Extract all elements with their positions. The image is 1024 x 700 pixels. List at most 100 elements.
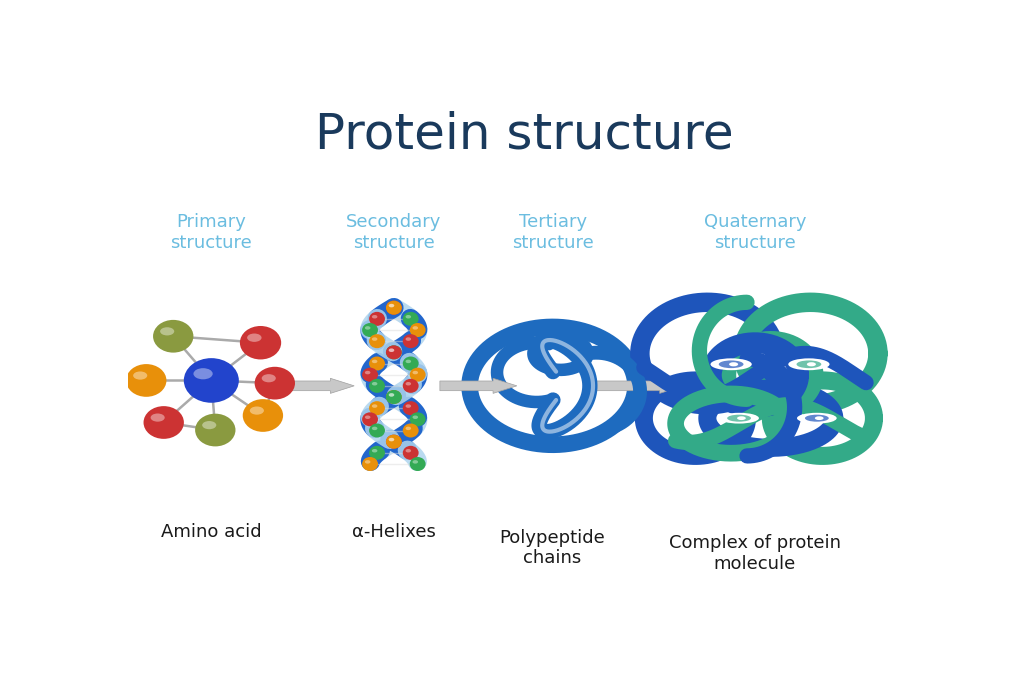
Ellipse shape bbox=[389, 393, 394, 397]
Ellipse shape bbox=[402, 446, 419, 460]
Ellipse shape bbox=[413, 460, 418, 463]
Ellipse shape bbox=[406, 382, 411, 386]
Ellipse shape bbox=[362, 368, 378, 382]
Ellipse shape bbox=[406, 426, 411, 430]
Ellipse shape bbox=[389, 438, 394, 441]
Ellipse shape bbox=[719, 413, 759, 424]
Ellipse shape bbox=[202, 421, 216, 429]
Ellipse shape bbox=[805, 414, 828, 421]
Ellipse shape bbox=[386, 390, 401, 404]
Ellipse shape bbox=[402, 312, 419, 326]
Ellipse shape bbox=[243, 399, 283, 432]
Ellipse shape bbox=[797, 413, 837, 424]
Ellipse shape bbox=[406, 405, 411, 408]
Ellipse shape bbox=[807, 362, 816, 366]
Text: Tertiary
structure: Tertiary structure bbox=[512, 214, 594, 252]
Ellipse shape bbox=[386, 345, 401, 359]
Ellipse shape bbox=[126, 364, 167, 397]
Ellipse shape bbox=[369, 401, 385, 415]
Text: Complex of protein
molecule: Complex of protein molecule bbox=[669, 534, 841, 573]
Text: Protein structure: Protein structure bbox=[315, 111, 734, 159]
Ellipse shape bbox=[402, 356, 419, 370]
Ellipse shape bbox=[369, 446, 385, 460]
Ellipse shape bbox=[406, 360, 411, 363]
Polygon shape bbox=[264, 378, 354, 393]
Ellipse shape bbox=[413, 326, 418, 330]
Ellipse shape bbox=[729, 362, 738, 366]
Ellipse shape bbox=[386, 301, 401, 315]
Polygon shape bbox=[440, 378, 517, 393]
Ellipse shape bbox=[413, 416, 418, 419]
Ellipse shape bbox=[410, 412, 426, 426]
Ellipse shape bbox=[365, 460, 371, 463]
Ellipse shape bbox=[389, 304, 394, 307]
Ellipse shape bbox=[369, 424, 385, 438]
Ellipse shape bbox=[386, 345, 401, 359]
Ellipse shape bbox=[406, 315, 411, 318]
Ellipse shape bbox=[788, 358, 829, 370]
Ellipse shape bbox=[372, 382, 378, 386]
Ellipse shape bbox=[797, 360, 821, 368]
Polygon shape bbox=[592, 378, 684, 393]
Ellipse shape bbox=[413, 371, 418, 374]
Ellipse shape bbox=[372, 426, 378, 430]
Ellipse shape bbox=[815, 416, 823, 420]
Ellipse shape bbox=[362, 457, 378, 471]
Ellipse shape bbox=[133, 372, 147, 379]
Ellipse shape bbox=[402, 401, 419, 415]
Ellipse shape bbox=[410, 457, 426, 471]
Text: Secondary
structure: Secondary structure bbox=[346, 214, 441, 252]
Ellipse shape bbox=[362, 323, 378, 337]
Ellipse shape bbox=[369, 379, 385, 393]
Ellipse shape bbox=[389, 304, 394, 307]
Ellipse shape bbox=[240, 326, 282, 360]
Ellipse shape bbox=[369, 334, 385, 348]
Ellipse shape bbox=[369, 312, 385, 326]
Ellipse shape bbox=[402, 379, 419, 393]
Ellipse shape bbox=[372, 360, 378, 363]
Ellipse shape bbox=[410, 323, 426, 337]
Ellipse shape bbox=[160, 328, 174, 335]
Text: Quaternary
structure: Quaternary structure bbox=[703, 214, 806, 252]
Ellipse shape bbox=[369, 356, 385, 370]
Ellipse shape bbox=[711, 358, 752, 370]
Ellipse shape bbox=[365, 416, 371, 419]
Ellipse shape bbox=[386, 435, 401, 449]
Text: Polypeptide
chains: Polypeptide chains bbox=[500, 528, 605, 568]
Ellipse shape bbox=[389, 393, 394, 397]
Ellipse shape bbox=[389, 349, 394, 352]
Ellipse shape bbox=[262, 374, 275, 382]
Ellipse shape bbox=[727, 414, 751, 421]
Ellipse shape bbox=[737, 416, 745, 420]
Text: Primary
structure: Primary structure bbox=[170, 214, 252, 252]
Ellipse shape bbox=[386, 390, 401, 404]
Ellipse shape bbox=[386, 435, 401, 449]
Ellipse shape bbox=[402, 424, 419, 438]
Ellipse shape bbox=[372, 337, 378, 341]
Ellipse shape bbox=[402, 334, 419, 348]
Ellipse shape bbox=[372, 315, 378, 318]
Ellipse shape bbox=[247, 333, 261, 342]
Ellipse shape bbox=[389, 349, 394, 352]
Text: Amino acid: Amino acid bbox=[161, 524, 262, 541]
Ellipse shape bbox=[250, 407, 264, 414]
Ellipse shape bbox=[372, 405, 378, 408]
Ellipse shape bbox=[362, 412, 378, 426]
Ellipse shape bbox=[719, 360, 743, 368]
Ellipse shape bbox=[389, 438, 394, 441]
Ellipse shape bbox=[183, 358, 239, 402]
Ellipse shape bbox=[410, 368, 426, 382]
Ellipse shape bbox=[406, 449, 411, 452]
Ellipse shape bbox=[365, 371, 371, 374]
Ellipse shape bbox=[153, 320, 194, 353]
Ellipse shape bbox=[386, 301, 401, 315]
Text: α-Helixes: α-Helixes bbox=[352, 524, 436, 541]
Ellipse shape bbox=[143, 406, 184, 439]
Ellipse shape bbox=[255, 367, 295, 400]
Ellipse shape bbox=[196, 414, 236, 447]
Ellipse shape bbox=[151, 414, 165, 421]
Ellipse shape bbox=[365, 326, 371, 330]
Ellipse shape bbox=[406, 337, 411, 341]
Ellipse shape bbox=[194, 368, 213, 379]
Ellipse shape bbox=[372, 449, 378, 452]
